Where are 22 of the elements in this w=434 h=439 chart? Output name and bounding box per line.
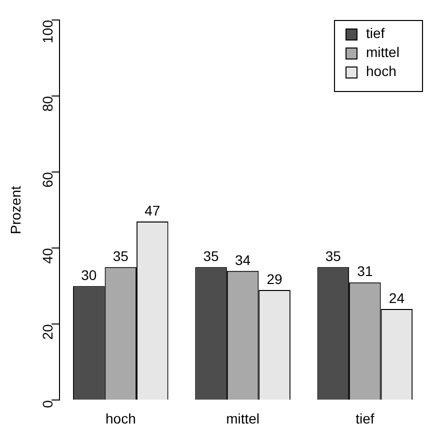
x-tick-label: mittel — [226, 410, 260, 426]
legend-label: tief — [366, 24, 385, 41]
y-tick-label: 60 — [39, 172, 56, 188]
y-axis-title: Prozent — [7, 186, 24, 234]
legend-label: mittel — [366, 44, 400, 60]
data-label: 24 — [388, 290, 405, 306]
y-tick-label: 100 — [39, 20, 56, 44]
data-label: 35 — [112, 248, 129, 264]
y-tick-label: 80 — [39, 96, 56, 112]
data-label: 31 — [357, 263, 373, 280]
y-tick-label: 0 — [39, 400, 56, 408]
data-label: 30 — [81, 267, 97, 283]
data-label: 35 — [325, 248, 342, 264]
data-label: 34 — [235, 252, 251, 268]
y-tick-label: 20 — [39, 324, 56, 340]
x-tick-label: tief — [356, 410, 374, 426]
data-label: 47 — [144, 202, 160, 218]
legend-label: hoch — [366, 62, 396, 79]
y-tick-label: 40 — [39, 248, 56, 264]
data-label: 29 — [266, 270, 283, 287]
x-tick-label: hoch — [105, 410, 136, 426]
data-label: 35 — [203, 248, 220, 264]
